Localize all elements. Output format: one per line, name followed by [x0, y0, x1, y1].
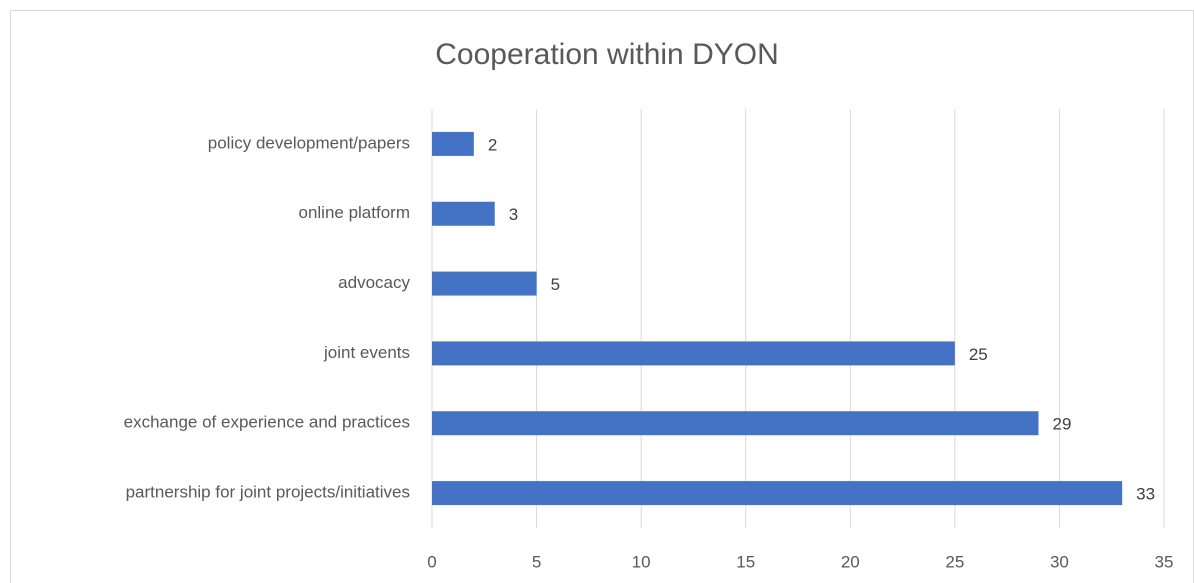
data-label: 29: [1053, 415, 1072, 434]
y-tick-label: advocacy: [338, 273, 410, 292]
x-tick-label: 25: [945, 552, 964, 571]
chart-title: Cooperation within DYON: [435, 38, 779, 71]
x-tick-label: 10: [632, 552, 651, 571]
x-tick-label: 35: [1155, 552, 1174, 571]
x-tick-label: 20: [841, 552, 860, 571]
data-label: 5: [551, 275, 560, 294]
bar: [432, 131, 474, 156]
bar: [432, 341, 955, 366]
y-tick-label: joint events: [323, 343, 410, 362]
x-tick-label: 5: [532, 552, 541, 571]
data-label: 25: [969, 345, 988, 364]
bar: [432, 481, 1123, 506]
y-tick-label: policy development/papers: [208, 133, 410, 152]
bar: [432, 411, 1039, 436]
bar: [432, 201, 495, 226]
x-tick-label: 30: [1050, 552, 1069, 571]
data-label: 2: [488, 135, 497, 154]
y-tick-label: exchange of experience and practices: [124, 413, 410, 432]
x-tick-label: 15: [736, 552, 755, 571]
data-label: 33: [1136, 485, 1155, 504]
data-label: 3: [509, 205, 518, 224]
bar: [432, 271, 537, 296]
x-tick-label: 0: [427, 552, 436, 571]
y-tick-label: online platform: [298, 203, 410, 222]
y-tick-label: partnership for joint projects/initiativ…: [126, 483, 410, 502]
